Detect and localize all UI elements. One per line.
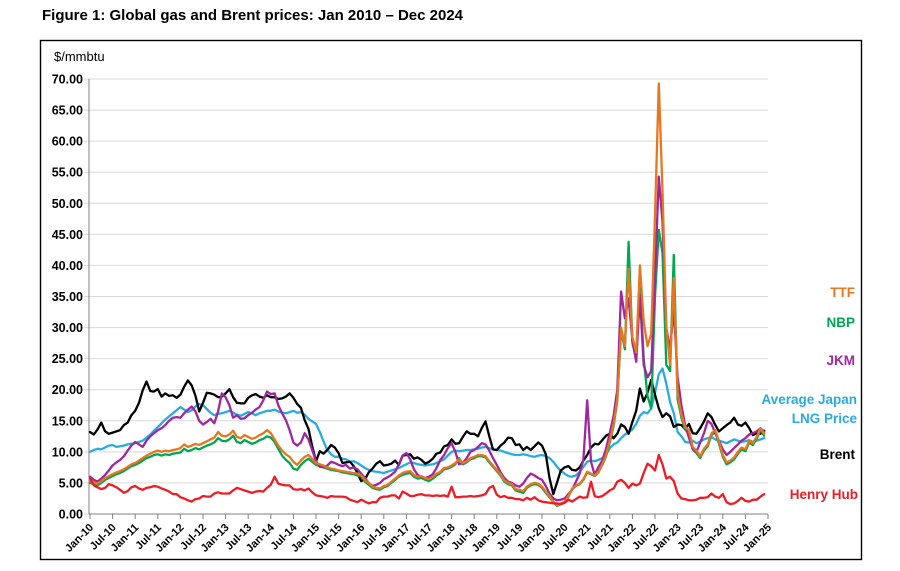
y-tick-label: 40.00 <box>52 259 83 273</box>
series-line-nbp <box>88 228 766 508</box>
x-tick-label: Jan-10 <box>63 522 96 555</box>
series-line-ttf <box>88 82 766 507</box>
y-tick-label: 60.00 <box>52 135 83 149</box>
legend-label-ttf: TTF <box>830 285 855 300</box>
legend-label-henry_hub: Henry Hub <box>790 487 858 502</box>
y-tick-label: 65.00 <box>52 104 83 118</box>
y-tick-label: 0.00 <box>59 508 83 522</box>
y-tick-label: 5.00 <box>59 476 83 490</box>
series-line-jkm <box>88 175 766 502</box>
series-line-henry_hub <box>88 453 766 506</box>
y-axis-unit-label: $/mmbtu <box>54 49 105 64</box>
legend-label-japan_lng: LNG Price <box>792 411 858 426</box>
y-tick-label: 30.00 <box>52 321 83 335</box>
y-tick-label: 15.00 <box>52 414 83 428</box>
legend-label-japan_lng: Average Japan <box>761 392 857 407</box>
chart-border <box>39 39 863 561</box>
page-title: Figure 1: Global gas and Brent prices: J… <box>42 7 464 24</box>
y-tick-label: 55.00 <box>52 166 83 180</box>
legend-label-brent: Brent <box>820 447 856 462</box>
y-tick-label: 10.00 <box>52 445 83 459</box>
y-tick-label: 70.00 <box>52 73 83 87</box>
legend-label-jkm: JKM <box>826 353 855 368</box>
y-tick-label: 20.00 <box>52 383 83 397</box>
y-tick-label: 50.00 <box>52 197 83 211</box>
legend-label-nbp: NBP <box>826 315 855 330</box>
y-tick-label: 35.00 <box>52 290 83 304</box>
y-tick-label: 25.00 <box>52 352 83 366</box>
y-tick-label: 45.00 <box>52 228 83 242</box>
